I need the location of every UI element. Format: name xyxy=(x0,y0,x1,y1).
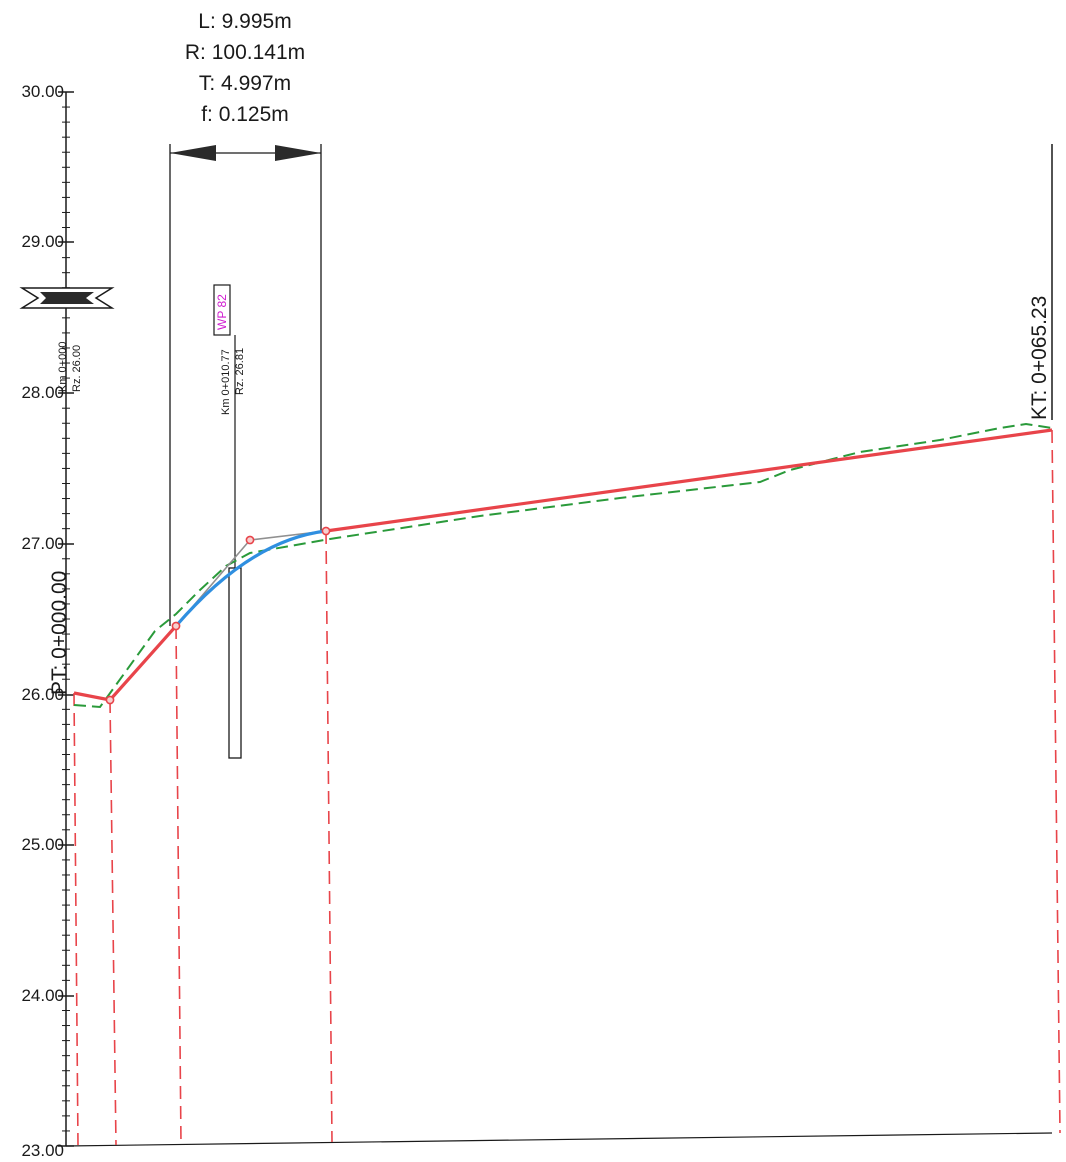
well-rz-label: Rz. 26.81 xyxy=(234,348,246,395)
break-point-1 xyxy=(105,695,115,705)
station-vertical-3 xyxy=(325,530,333,1143)
benchmark-marker: Km 0+000 Rz. 26.00 xyxy=(19,287,115,392)
elevation-label-24: 24.00 xyxy=(21,986,64,1005)
break-point-2 xyxy=(171,621,181,631)
dimension-arrow-right xyxy=(275,145,321,161)
curve-tangent-text: T: 4.997m xyxy=(199,72,291,95)
well-wp82: WP 82 Km 0+010.77 Rz. 26.81 xyxy=(213,284,246,759)
elevation-scale: 30.00 29.00 28.00 27.00 26.00 25.00 24.0… xyxy=(21,82,74,1160)
design-gradeline xyxy=(73,624,178,702)
station-vertical-4 xyxy=(1051,429,1061,1134)
elevation-label-23: 23.00 xyxy=(21,1141,64,1160)
elevation-major-ticks xyxy=(58,91,74,1147)
benchmark-rz-label: Rz. 26.00 xyxy=(71,345,83,392)
station-vertical-2 xyxy=(175,625,182,1145)
curve-radius-text: R: 100.141m xyxy=(185,41,305,64)
well-shaft xyxy=(228,567,242,759)
well-km-label: Km 0+010.77 xyxy=(220,349,232,415)
well-tag-box xyxy=(213,284,231,336)
benchmark-km-label: Km 0+000 xyxy=(57,342,69,392)
break-points xyxy=(105,526,331,705)
curve-sag-text: f: 0.125m xyxy=(201,103,289,126)
break-point-3 xyxy=(245,535,255,545)
break-point-4 xyxy=(321,526,331,536)
vertical-curve-dimension: L: 9.995m R: 100.141m T: 4.997m f: 0.125… xyxy=(169,10,322,626)
benchmark-fill xyxy=(40,292,94,304)
station-vertical-1 xyxy=(109,699,117,1146)
dimension-arrow-left xyxy=(170,145,216,161)
well-tag-label: WP 82 xyxy=(215,294,229,330)
end-station-label: KT: 0+065.23 xyxy=(1028,296,1051,420)
elevation-label-28: 28.00 xyxy=(21,383,64,402)
profile-baseline xyxy=(65,1132,1053,1147)
elevation-label-30: 30.00 xyxy=(21,82,64,101)
vertical-curve-line xyxy=(174,529,327,628)
elevation-label-26: 26.00 xyxy=(21,685,64,704)
elevation-label-27: 27.00 xyxy=(21,534,64,553)
station-vertical-0 xyxy=(73,692,79,1146)
curve-tangent-lines xyxy=(175,530,327,627)
terrain-line xyxy=(73,422,1053,709)
elevation-label-29: 29.00 xyxy=(21,232,64,251)
station-verticals xyxy=(73,429,1061,1146)
design-gradeline-upper xyxy=(325,428,1053,533)
elevation-label-25: 25.00 xyxy=(21,835,64,854)
start-station-label: PT: 0+000.00 xyxy=(48,571,71,695)
curve-length-text: L: 9.995m xyxy=(198,10,291,33)
